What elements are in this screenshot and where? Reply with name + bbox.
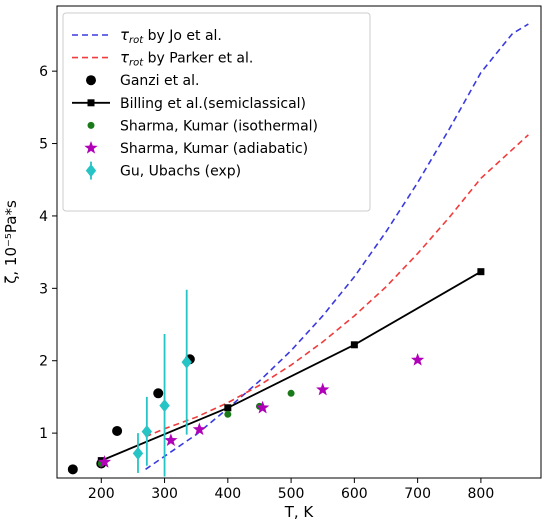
- x-tick-label: 200: [88, 486, 115, 502]
- y-tick-label: 5: [39, 137, 48, 153]
- rot-by-parker-et-al-line: [145, 134, 529, 438]
- rot-by-jo-et-al-line: [145, 23, 529, 470]
- x-tick-label: 300: [151, 486, 178, 502]
- x-tick-label: 600: [341, 486, 368, 502]
- legend-item-ganzi-et-al: Ganzi et al.: [86, 73, 199, 89]
- series-rot-by-parker-et-al: [145, 134, 529, 438]
- series-sharma-kumar-adiabatic: [97, 353, 425, 468]
- legend-handle-marker: [85, 164, 97, 178]
- legend: τrot by Jo et al. τrot by Parker et al. Ga…: [62, 12, 371, 212]
- y-axis-label: ζ, 10⁻⁵Pa*s: [2, 200, 20, 284]
- y-tick-label: 1: [39, 426, 48, 442]
- axes: 200 300 400 500 600 700 800 1 2 3 4 5 6: [39, 64, 494, 502]
- sharma-kumar-adiabatic-point: [164, 433, 178, 447]
- sharma-kumar-adiabatic-point: [410, 353, 425, 366]
- legend-handle-marker: [84, 141, 98, 154]
- gu-ubachs-exp-point: [181, 355, 192, 369]
- ganzi-et-al-point: [67, 464, 78, 475]
- legend-label: Sharma, Kumar (adiabatic): [120, 141, 308, 157]
- legend-label: Sharma, Kumar (isothermal): [120, 118, 318, 134]
- sharma-kumar-adiabatic-point: [97, 455, 112, 468]
- gu-ubachs-exp-point: [141, 425, 153, 439]
- plot-frame: [56, 5, 542, 479]
- legend-item-gu-ubachs-exp: Gu, Ubachs (exp): [85, 161, 241, 180]
- legend-label: Gu, Ubachs (exp): [120, 164, 241, 180]
- ganzi-et-al-point: [112, 425, 123, 436]
- legend-handle-marker: [86, 75, 96, 86]
- legend-label: τrot by Jo et al.: [120, 26, 222, 46]
- legend-item-rot-by-parker-et-al: τrot by Parker et al.: [72, 49, 253, 69]
- ganzi-et-al-point: [153, 388, 164, 399]
- legend-item-sharma-kumar-isothermal: Sharma, Kumar (isothermal): [87, 118, 318, 134]
- sharma-kumar-adiabatic-point: [192, 422, 207, 436]
- series-ganzi-et-al: [67, 354, 195, 475]
- x-axis-label: T, K: [284, 503, 315, 521]
- billing-et-al-semiclassical-point: [477, 268, 485, 276]
- series-gu-ubachs-exp: [132, 289, 192, 477]
- y-tick-label: 3: [39, 281, 48, 297]
- sharma-kumar-isothermal-point: [224, 410, 232, 418]
- sharma-kumar-isothermal-point: [287, 389, 295, 397]
- series-rot-by-jo-et-al: [145, 23, 529, 470]
- series-billing-et-al-semiclassical: [97, 268, 485, 465]
- plot-area: [67, 23, 529, 477]
- y-tick-label: 4: [39, 209, 48, 225]
- gu-ubachs-exp-point: [159, 399, 170, 413]
- x-tick-label: 700: [404, 486, 431, 502]
- x-tick-label: 400: [214, 486, 241, 502]
- x-tick-label: 800: [468, 486, 495, 502]
- legend-label: Ganzi et al.: [120, 73, 199, 89]
- legend-item-sharma-kumar-adiabatic: Sharma, Kumar (adiabatic): [84, 141, 308, 157]
- y-tick-label: 6: [39, 64, 48, 80]
- sharma-kumar-adiabatic-point: [316, 382, 330, 396]
- gu-ubachs-exp-point: [132, 446, 144, 460]
- legend-frame: [62, 12, 371, 212]
- legend-label: Billing et al.(semiclassical): [120, 96, 306, 112]
- legend-item-rot-by-jo-et-al: τrot by Jo et al.: [72, 26, 222, 46]
- billing-et-al-semiclassical-point: [350, 341, 358, 349]
- legend-item-billing-et-al-semiclassical: Billing et al.(semiclassical): [72, 96, 306, 112]
- y-tick-label: 2: [39, 354, 48, 370]
- billing-et-al-semiclassical-point: [224, 404, 232, 412]
- legend-handle-marker: [87, 121, 95, 129]
- legend-handle-marker: [87, 99, 95, 107]
- legend-label: τrot by Parker et al.: [120, 49, 253, 69]
- x-tick-label: 500: [278, 486, 305, 502]
- sharma-kumar-adiabatic-point: [255, 400, 270, 414]
